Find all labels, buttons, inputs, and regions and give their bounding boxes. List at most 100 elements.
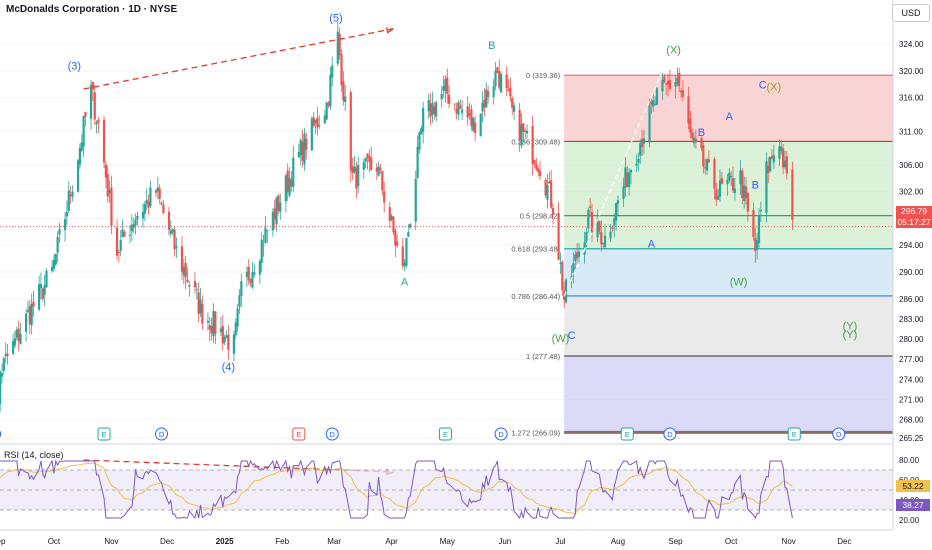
candle-body — [715, 189, 718, 200]
candle-body — [67, 190, 70, 212]
candle-body — [551, 208, 555, 215]
candle-body — [533, 160, 536, 165]
candle-body — [288, 177, 291, 196]
wave-label: B — [488, 40, 495, 52]
candle-body — [63, 219, 67, 231]
fib-zone — [564, 295, 893, 357]
candle-body — [197, 292, 200, 315]
channel-line — [563, 70, 664, 297]
candle-body — [692, 137, 696, 144]
candle-body — [694, 138, 698, 143]
candle-body — [546, 184, 549, 200]
candle-body — [717, 195, 720, 200]
candle-body — [97, 119, 100, 123]
candle-body — [557, 213, 560, 260]
currency-label[interactable]: USD — [892, 4, 930, 22]
wave-label: C — [759, 79, 767, 91]
y-tick-label: 277.00 — [899, 355, 924, 364]
candle-body — [512, 105, 516, 112]
candle-body — [531, 125, 534, 164]
candle-body — [666, 80, 670, 85]
candle-body — [28, 306, 31, 325]
candle-body — [310, 118, 313, 151]
candle-body — [661, 79, 664, 92]
wave-label: (4) — [222, 362, 235, 374]
candle-body — [78, 147, 82, 165]
candle-body — [251, 272, 254, 288]
y-tick-label: 283.00 — [899, 315, 924, 324]
candle-body — [336, 31, 339, 64]
candle-body — [318, 125, 321, 127]
candle-body — [704, 167, 707, 169]
candle-body — [375, 167, 378, 172]
x-tick-label: Sep — [0, 537, 6, 546]
wave-label: (5) — [329, 12, 342, 24]
candle-body — [258, 260, 261, 275]
candle-body — [590, 211, 594, 233]
candle-body — [537, 168, 540, 172]
candle-body — [752, 209, 755, 238]
candle-body — [121, 229, 124, 238]
x-tick-label: Mar — [327, 537, 341, 546]
candle-body — [663, 76, 666, 83]
candle-body — [188, 285, 191, 287]
candle-body — [234, 322, 237, 336]
candle-body — [442, 86, 445, 91]
candle-body — [301, 141, 304, 161]
candle-body — [162, 204, 165, 214]
candle-body — [238, 295, 241, 308]
candle-body — [167, 211, 171, 230]
candle-body — [486, 91, 490, 98]
candle-body — [240, 281, 243, 296]
candle-body — [559, 262, 562, 264]
candle-body — [427, 99, 430, 112]
candle-body — [340, 54, 343, 86]
candle-body — [65, 212, 69, 217]
candle-body — [201, 304, 204, 324]
candle-body — [93, 92, 96, 120]
candle-body — [720, 178, 723, 184]
wave-label: C — [568, 330, 576, 342]
candle-body — [765, 161, 768, 213]
candle-body — [602, 242, 605, 245]
candle-body — [622, 186, 625, 199]
candle-body — [603, 235, 607, 247]
candle-body — [357, 164, 360, 187]
candle-body — [483, 99, 486, 108]
rsi-tick-label: 80.00 — [899, 456, 920, 465]
candle-body — [156, 187, 159, 192]
candle-body — [102, 119, 106, 163]
candle-body — [416, 146, 419, 179]
candle-body — [678, 72, 681, 87]
candle-body — [303, 133, 306, 165]
candle-body — [689, 118, 692, 133]
event-letter: D — [498, 430, 504, 439]
candle-body — [674, 81, 677, 87]
candle-body — [383, 191, 386, 203]
candle-body — [782, 148, 785, 168]
event-letter: D — [667, 430, 673, 439]
candle-body — [433, 106, 436, 115]
candle-body — [149, 187, 152, 207]
candle-body — [455, 108, 458, 114]
candle-body — [444, 79, 447, 91]
candle-body — [600, 232, 603, 245]
candle-body — [535, 164, 538, 170]
candle-body — [414, 178, 417, 222]
candle-body — [505, 74, 508, 89]
event-letter: E — [443, 430, 448, 439]
wave-label: (X) — [666, 44, 681, 56]
last-price-value: 296.79 — [901, 206, 927, 216]
x-tick-label: Jul — [555, 537, 565, 546]
candle-body — [756, 240, 759, 250]
candle-body — [95, 122, 98, 125]
candle-body — [344, 96, 347, 103]
rsi-line — [0, 459, 793, 520]
candle-body — [305, 138, 308, 150]
candle-body — [214, 311, 217, 334]
rsi-ma-line — [0, 462, 793, 514]
candle-body — [13, 338, 17, 346]
candle-body — [210, 325, 213, 334]
fib-zone — [564, 215, 893, 249]
